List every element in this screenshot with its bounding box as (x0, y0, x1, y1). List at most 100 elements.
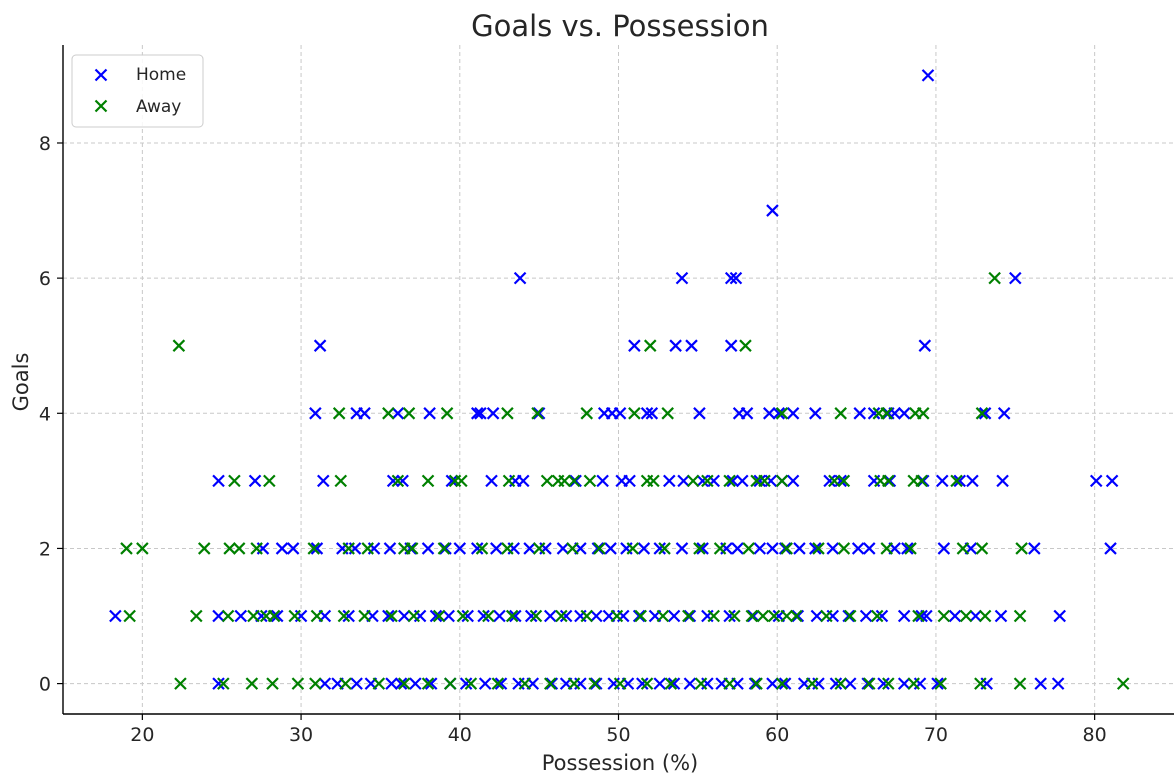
legend-marker-home (94, 68, 108, 82)
data-point-home (791, 609, 805, 623)
data-point-away (540, 474, 554, 488)
chart-title: Goals vs. Possession (471, 9, 769, 43)
data-point-away (661, 407, 674, 420)
data-point-home (590, 609, 603, 623)
data-point-away (882, 474, 895, 488)
data-point-away (775, 407, 789, 420)
data-point-home (494, 677, 508, 690)
data-point-home (439, 542, 452, 555)
data-point-away (334, 474, 348, 488)
data-point-home (753, 542, 767, 555)
data-point-home (270, 609, 284, 623)
data-point-home (286, 542, 300, 555)
data-point-home (685, 339, 698, 352)
data-point-home (915, 609, 928, 623)
data-point-away (361, 542, 375, 555)
data-point-away (975, 542, 989, 555)
data-point-away (907, 677, 920, 690)
data-point-away (310, 609, 324, 623)
data-point-away (440, 407, 454, 420)
x-tick-label: 60 (765, 724, 789, 746)
data-point-home (1089, 474, 1103, 488)
data-point-home (523, 542, 536, 555)
series-home (109, 69, 1119, 690)
data-point-home (632, 609, 646, 623)
data-point-away (583, 474, 597, 488)
data-point-away (382, 407, 395, 420)
data-point-away (647, 474, 660, 488)
data-point-away (190, 609, 203, 623)
legend-marker-away (94, 99, 108, 113)
data-point-away (789, 609, 803, 623)
data-point-away (912, 609, 925, 623)
data-point-away (870, 609, 884, 623)
data-point-away (658, 542, 671, 555)
data-point-home (397, 609, 411, 623)
data-point-away (482, 609, 495, 623)
data-point-away (309, 677, 322, 690)
data-point-away (664, 677, 678, 690)
data-point-away (882, 677, 895, 690)
data-point-away (247, 609, 260, 623)
data-point-home (853, 407, 867, 420)
data-point-away (610, 609, 624, 623)
data-point-away (123, 609, 136, 623)
data-point-home (786, 407, 800, 420)
data-point-away (456, 609, 470, 623)
data-point-away (475, 542, 489, 555)
data-point-away (978, 609, 992, 623)
data-point-home (445, 474, 459, 488)
data-point-home (823, 474, 836, 488)
data-point-home (212, 677, 225, 690)
x-tick-label: 70 (924, 724, 948, 746)
data-point-home (778, 677, 792, 690)
data-point-away (880, 407, 894, 420)
data-point-home (996, 474, 1009, 488)
data-point-home (409, 677, 422, 690)
data-point-away (455, 474, 468, 488)
data-point-away (443, 677, 457, 690)
data-point-home (545, 677, 559, 690)
data-point-away (634, 609, 647, 623)
data-point-away (686, 474, 700, 488)
data-point-away (221, 609, 235, 623)
data-point-home (916, 474, 930, 488)
data-point-home (317, 474, 330, 488)
data-point-home (861, 677, 874, 690)
data-point-home (862, 542, 876, 555)
data-point-away (405, 542, 419, 555)
data-point-away (713, 542, 727, 555)
data-point-home (766, 677, 779, 690)
data-point-home (358, 407, 371, 420)
data-point-away (950, 474, 963, 488)
data-point-away (197, 542, 211, 555)
data-point-away (915, 474, 928, 488)
data-point-home (675, 542, 689, 555)
data-point-away (288, 609, 302, 623)
y-tick-label: 8 (39, 133, 51, 155)
data-point-home (248, 474, 262, 488)
data-point-home (829, 677, 843, 690)
data-point-home (747, 609, 760, 623)
data-point-away (640, 677, 654, 690)
data-point-away (223, 542, 236, 555)
data-point-home (1105, 474, 1119, 488)
data-point-away (339, 677, 352, 690)
data-point-home (766, 204, 779, 217)
data-point-home (470, 407, 484, 420)
data-point-away (263, 474, 276, 488)
data-point-away (532, 542, 546, 555)
data-point-home (772, 407, 786, 420)
y-tick-label: 0 (39, 674, 51, 696)
data-point-home (675, 271, 689, 285)
data-point-home (470, 542, 484, 555)
data-point-home (474, 407, 487, 420)
data-point-home (809, 407, 822, 420)
data-point-home (1051, 677, 1065, 690)
data-point-home (604, 542, 617, 555)
y-tick-label: 6 (39, 268, 51, 290)
data-point-away (464, 677, 478, 690)
data-point-home (883, 474, 897, 488)
data-point-away (505, 609, 519, 623)
data-point-away (628, 407, 641, 420)
